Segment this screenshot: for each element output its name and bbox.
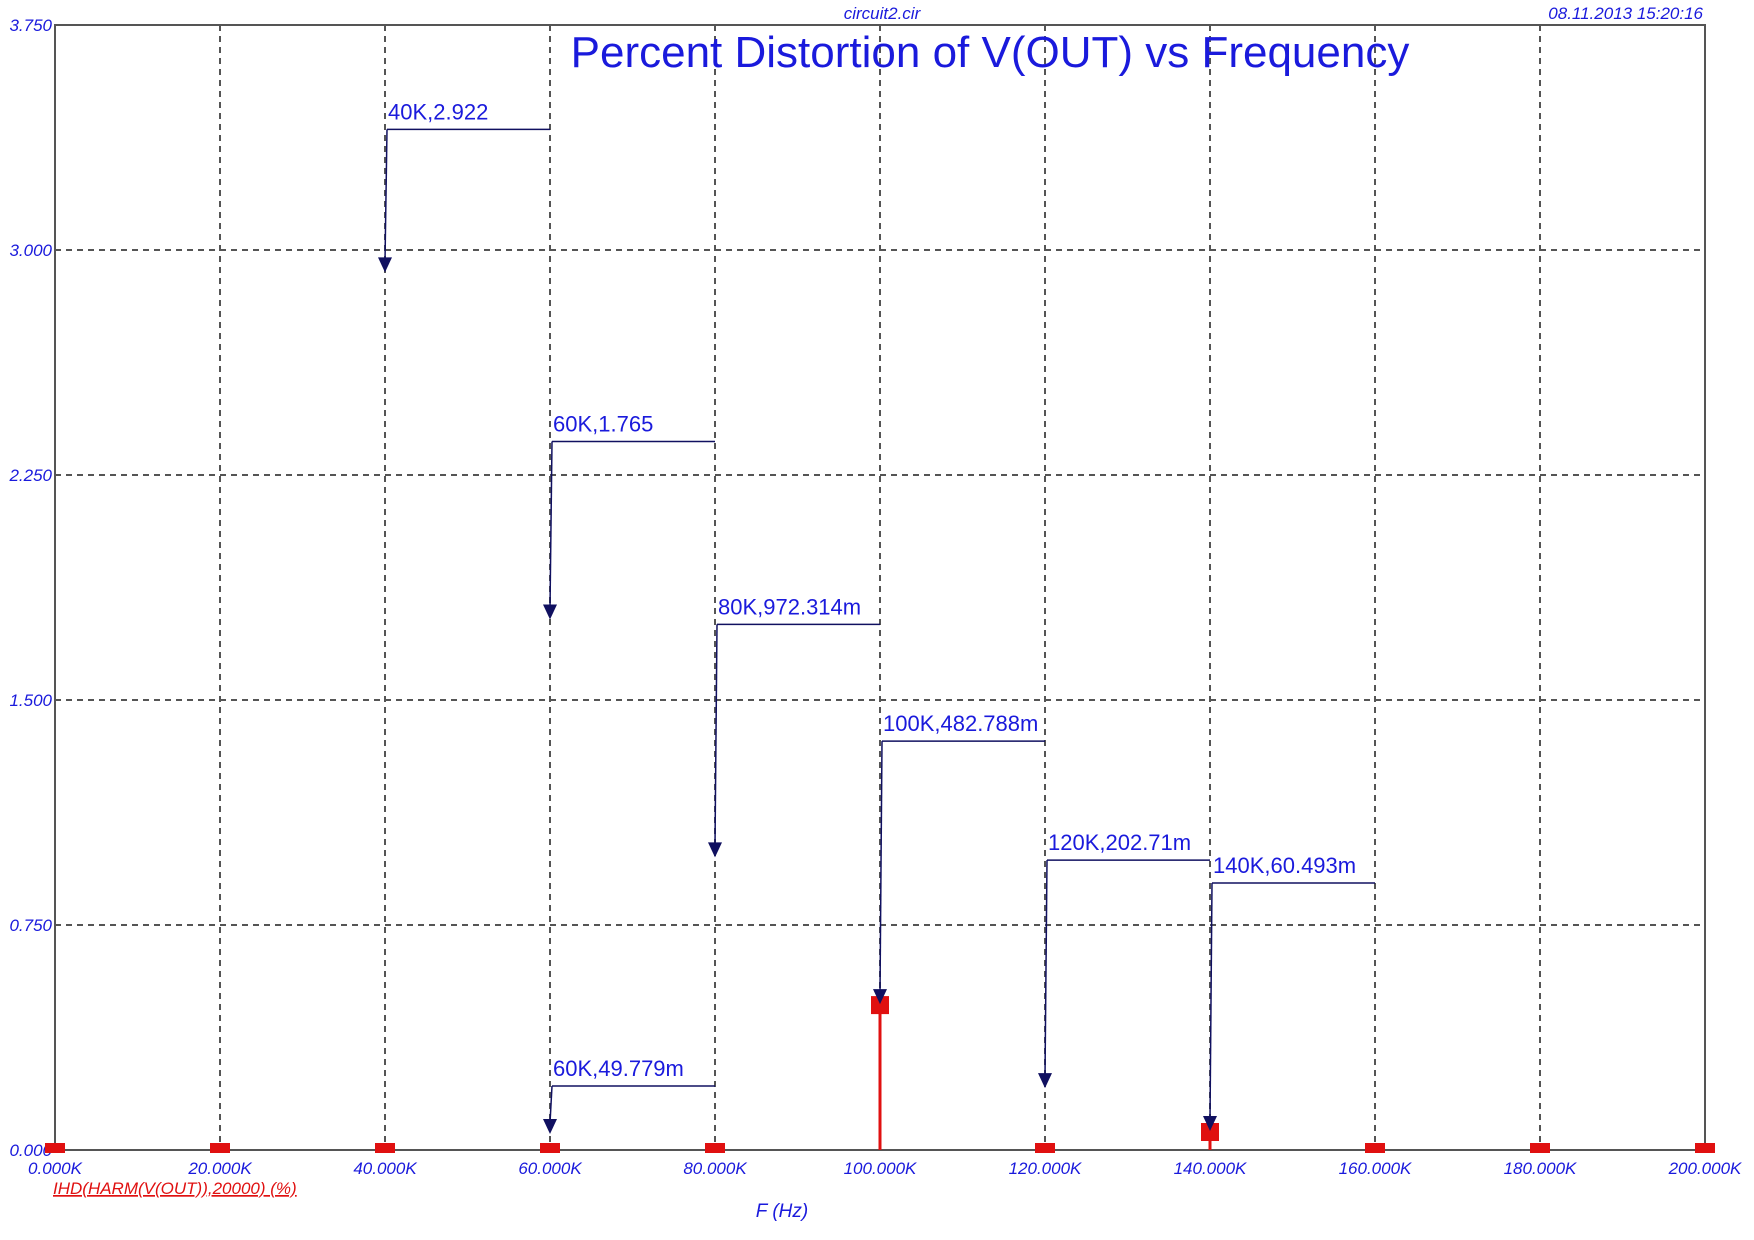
- annotation-arrow: [708, 842, 722, 858]
- x-tick-label: 180.000K: [1504, 1159, 1577, 1178]
- grid-lines: [55, 25, 1705, 1150]
- trace-marker: [1201, 1123, 1219, 1141]
- trace-marker: [1695, 1143, 1715, 1153]
- annotations: 40K,2.922 60K,1.765 80K,972.314m 100K,482.7…: [378, 99, 1375, 1134]
- annotation-label: 120K,202.71m: [1048, 830, 1191, 855]
- y-tick-label: 0.000: [9, 1141, 52, 1160]
- annotation-label: 100K,482.788m: [883, 711, 1038, 736]
- trace-marker: [1530, 1143, 1550, 1153]
- trace-marker: [210, 1143, 230, 1153]
- x-tick-label: 80.000K: [683, 1159, 747, 1178]
- x-tick-labels: 0.000K 20.000K 40.000K 60.000K 80.000K 100.00…: [28, 1159, 1742, 1178]
- annotation-leader: [384, 129, 388, 262]
- annotation-label: 40K,2.922: [388, 99, 488, 124]
- file-name: circuit2.cir: [844, 4, 922, 23]
- annotation-leader: [549, 441, 553, 609]
- x-tick-label: 60.000K: [518, 1159, 582, 1178]
- annotation-arrow: [543, 1119, 557, 1134]
- annotation-label: 60K,49.779m: [553, 1056, 684, 1081]
- trace-marker: [871, 996, 889, 1015]
- y-tick-label: 0.750: [9, 916, 52, 935]
- trace-legend-label[interactable]: IHD(HARM(V(OUT)),20000) (%): [53, 1179, 297, 1198]
- trace-marker: [1035, 1143, 1055, 1153]
- trace-marker: [375, 1143, 395, 1153]
- annotation-leader: [879, 741, 883, 994]
- x-tick-label: 120.000K: [1009, 1159, 1082, 1178]
- annotation-leader: [549, 1085, 553, 1124]
- trace: [45, 996, 1715, 1153]
- annotation: 80K,972.314m: [708, 594, 880, 858]
- annotation: 100K,482.788m: [873, 711, 1045, 1005]
- y-tick-label: 2.250: [8, 466, 52, 485]
- annotation-leader: [714, 624, 718, 847]
- chart-title: Percent Distortion of V(OUT) vs Frequenc…: [571, 28, 1410, 77]
- annotation-label: 60K,1.765: [553, 412, 653, 437]
- x-tick-label: 140.000K: [1174, 1159, 1247, 1178]
- annotation: 40K,2.922: [378, 99, 550, 273]
- annotation-arrow: [1038, 1073, 1052, 1089]
- trace-marker: [1365, 1143, 1385, 1153]
- annotation-arrow: [1203, 1116, 1217, 1131]
- annotation-arrow: [873, 989, 887, 1005]
- annotation-arrow: [543, 604, 557, 620]
- x-tick-label: 40.000K: [353, 1159, 417, 1178]
- trace-marker: [45, 1143, 65, 1153]
- annotation-leader: [1209, 882, 1213, 1121]
- annotation: 60K,1.765: [543, 412, 715, 620]
- annotation: 120K,202.71m: [1038, 830, 1210, 1089]
- annotation-label: 80K,972.314m: [718, 594, 861, 619]
- y-tick-labels: 0.000 0.750 1.500 2.250 3.000 3.750: [8, 16, 52, 1160]
- timestamp: 08.11.2013 15:20:16: [1548, 4, 1703, 23]
- x-tick-label: 100.000K: [844, 1159, 917, 1178]
- annotation-leader: [1044, 860, 1048, 1078]
- x-tick-label: 0.000K: [28, 1159, 83, 1178]
- x-tick-label: 200.000K: [1668, 1159, 1742, 1178]
- annotation-arrow: [378, 257, 392, 273]
- y-tick-label: 1.500: [9, 691, 52, 710]
- annotation-label: 140K,60.493m: [1213, 853, 1356, 878]
- x-tick-label: 20.000K: [187, 1159, 252, 1178]
- annotation: 140K,60.493m: [1203, 853, 1375, 1131]
- x-tick-label: 160.000K: [1339, 1159, 1412, 1178]
- y-tick-label: 3.750: [9, 16, 52, 35]
- x-axis-label: F (Hz): [756, 1201, 808, 1222]
- y-tick-label: 3.000: [9, 241, 52, 260]
- trace-marker: [705, 1143, 725, 1153]
- annotation: 60K,49.779m: [543, 1056, 715, 1134]
- trace-marker: [540, 1143, 560, 1153]
